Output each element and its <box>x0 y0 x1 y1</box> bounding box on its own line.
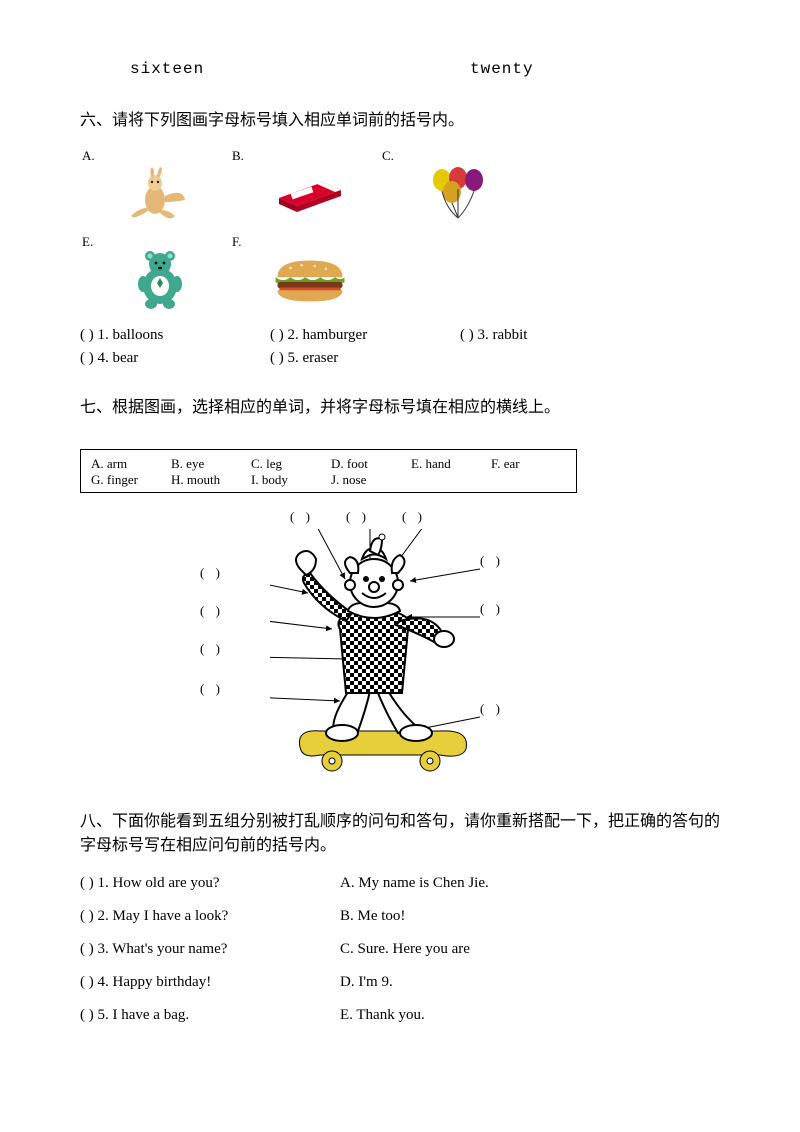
word-bank-item: J. nose <box>331 472 411 488</box>
body-part-blank[interactable]: ( ) <box>200 641 224 657</box>
word-sixteen: sixteen <box>130 60 470 78</box>
clown-diagram: ( ) ( ) ( ) ( ) ( ) ( ) ( ) ( ) ( ) ( ) <box>120 509 580 789</box>
word-twenty: twenty <box>470 60 534 78</box>
section8-title: 八、下面你能看到五组分别被打乱顺序的问句和答句，请你重新搭配一下，把正确的答句的… <box>80 807 720 855</box>
pic-F: F. <box>230 234 380 308</box>
body-part-blank[interactable]: ( ) <box>200 565 224 581</box>
q8-question[interactable]: ( ) 2. May I have a look? <box>80 908 340 925</box>
q6-item[interactable]: ( ) 4. bear <box>80 347 270 370</box>
q8-question[interactable]: ( ) 3. What's your name? <box>80 941 340 958</box>
section7-title: 七、根据图画，选择相应的单词，并将字母标号填在相应的横线上。 <box>80 393 720 417</box>
pic-E: E. <box>80 234 230 308</box>
section6-row1: A. B. <box>80 148 720 222</box>
word-bank-item: B. eye <box>171 456 251 472</box>
q8-answer: C. Sure. Here you are <box>340 941 470 958</box>
section6-answers: ( ) 1. balloons ( ) 2. hamburger ( ) 3. … <box>80 324 720 369</box>
body-part-blank[interactable]: ( ) <box>200 603 224 619</box>
rabbit-icon <box>120 166 200 222</box>
pic-F-label: F. <box>232 234 241 250</box>
word-bank-item: E. hand <box>411 456 491 472</box>
q8-answer: A. My name is Chen Jie. <box>340 875 489 892</box>
q6-item[interactable]: ( ) 3. rabbit <box>460 324 650 347</box>
q6-item[interactable]: ( ) 2. hamburger <box>270 324 460 347</box>
pic-B: B. <box>230 148 380 222</box>
balloons-icon <box>420 166 500 222</box>
q6-item[interactable]: ( ) 5. eraser <box>270 347 460 370</box>
top-word-row: sixteen twenty <box>80 60 720 78</box>
body-part-blank[interactable]: ( ) <box>290 509 314 525</box>
q6-item[interactable]: ( ) 1. balloons <box>80 324 270 347</box>
word-bank-item: A. arm <box>91 456 171 472</box>
bear-icon <box>120 252 200 308</box>
clown-on-skateboard-icon <box>270 529 590 789</box>
eraser-icon <box>270 166 350 222</box>
word-bank-item: G. finger <box>91 472 171 488</box>
q8-question[interactable]: ( ) 4. Happy birthday! <box>80 974 340 991</box>
pic-C: C. <box>380 148 530 222</box>
pic-C-label: C. <box>382 148 394 164</box>
word-bank-item: I. body <box>251 472 331 488</box>
q8-question[interactable]: ( ) 5. I have a bag. <box>80 1007 340 1024</box>
pic-A: A. <box>80 148 230 222</box>
section8-list: ( ) 1. How old are you? A. My name is Ch… <box>80 875 720 1024</box>
section6-title: 六、请将下列图画字母标号填入相应单词前的括号内。 <box>80 106 720 130</box>
section6-row2: E. <box>80 234 720 308</box>
hamburger-icon <box>270 252 350 308</box>
word-bank-item: D. foot <box>331 456 411 472</box>
pic-A-label: A. <box>82 148 95 164</box>
word-bank-item: F. ear <box>491 456 566 472</box>
body-part-blank[interactable]: ( ) <box>402 509 426 525</box>
q8-answer: B. Me too! <box>340 908 405 925</box>
pic-B-label: B. <box>232 148 244 164</box>
body-part-blank[interactable]: ( ) <box>346 509 370 525</box>
word-bank-item: C. leg <box>251 456 331 472</box>
word-bank-item: H. mouth <box>171 472 251 488</box>
body-part-blank[interactable]: ( ) <box>200 681 224 697</box>
pic-E-label: E. <box>82 234 93 250</box>
word-bank-box: A. arm B. eye C. leg D. foot E. hand F. … <box>80 449 577 493</box>
worksheet-page: sixteen twenty 六、请将下列图画字母标号填入相应单词前的括号内。 … <box>0 0 800 1080</box>
q8-question[interactable]: ( ) 1. How old are you? <box>80 875 340 892</box>
q8-answer: E. Thank you. <box>340 1007 425 1024</box>
q8-answer: D. I'm 9. <box>340 974 393 991</box>
